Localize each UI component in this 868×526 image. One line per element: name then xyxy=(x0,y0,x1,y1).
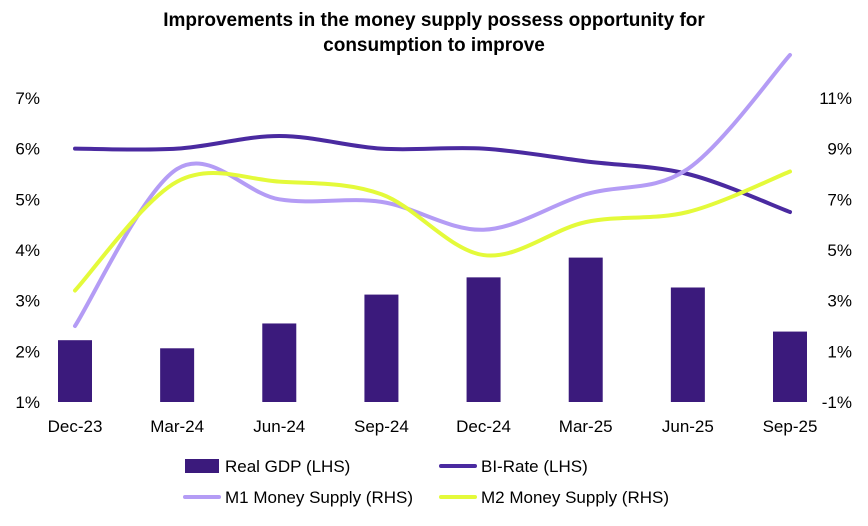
left-tick-label: 3% xyxy=(15,292,40,311)
chart-title-line-2: consumption to improve xyxy=(323,35,545,56)
x-axis: Dec-23 Mar-24 Jun-24 Sep-24 Dec-24 Mar-25 Jun-… xyxy=(48,417,818,436)
line-m1-money-supply-rhs xyxy=(73,52,792,328)
right-tick-label: 9% xyxy=(827,140,852,159)
x-tick-label: Dec-23 xyxy=(48,417,103,436)
bar-jun-24 xyxy=(262,323,297,402)
right-axis: -1% 1% 3% 5% 7% 9% 11% xyxy=(819,89,852,412)
legend-label: BI-Rate (LHS) xyxy=(481,457,588,476)
legend: Real GDP (LHS) BI-Rate (LHS) M1 Money Supp… xyxy=(183,457,669,507)
x-tick-label: Jun-25 xyxy=(662,417,714,436)
legend-item-m1-money-supply-rhs: M1 Money Supply (RHS) xyxy=(183,488,413,507)
left-axis: 1% 2% 3% 4% 5% 6% 7% xyxy=(15,89,40,412)
right-tick-label: 11% xyxy=(819,89,852,108)
bar-mar-24 xyxy=(160,348,195,402)
left-tick-label: 7% xyxy=(15,89,40,108)
legend-swatch xyxy=(185,459,219,473)
bar-dec-24 xyxy=(466,277,501,402)
bars-group xyxy=(58,257,807,402)
x-tick-label: Sep-25 xyxy=(763,417,818,436)
right-tick-label: 3% xyxy=(827,292,852,311)
legend-label: M1 Money Supply (RHS) xyxy=(225,488,413,507)
bar-jun-25 xyxy=(670,287,705,402)
bar-dec-23 xyxy=(58,340,92,402)
legend-label: Real GDP (LHS) xyxy=(225,457,350,476)
chart-title-line-1: Improvements in the money supply possess… xyxy=(163,10,705,31)
bar-sep-24 xyxy=(364,294,399,402)
right-tick-label: 7% xyxy=(827,190,852,209)
bar-mar-25 xyxy=(568,257,603,402)
line-m2-money-supply-rhs xyxy=(73,169,792,293)
legend-item-bi-rate-lhs: BI-Rate (LHS) xyxy=(439,457,588,476)
left-tick-label: 4% xyxy=(15,241,40,260)
x-tick-label: Dec-24 xyxy=(456,417,511,436)
legend-item-real-gdp-lhs: Real GDP (LHS) xyxy=(185,457,350,476)
left-tick-label: 2% xyxy=(15,342,40,361)
right-tick-label: 5% xyxy=(827,241,852,260)
chart-title: Improvements in the money supply possess… xyxy=(0,8,868,58)
right-tick-label: -1% xyxy=(822,393,852,412)
lines-group xyxy=(73,52,792,328)
x-tick-label: Mar-25 xyxy=(559,417,613,436)
bar-sep-25 xyxy=(773,331,807,402)
x-tick-label: Jun-24 xyxy=(253,417,305,436)
left-tick-label: 5% xyxy=(15,190,40,209)
left-tick-label: 1% xyxy=(15,393,40,412)
legend-item-m2-money-supply-rhs: M2 Money Supply (RHS) xyxy=(439,488,669,507)
x-tick-label: Mar-24 xyxy=(150,417,204,436)
legend-label: M2 Money Supply (RHS) xyxy=(481,488,669,507)
left-tick-label: 6% xyxy=(15,140,40,159)
x-tick-label: Sep-24 xyxy=(354,417,409,436)
line-bi-rate-lhs xyxy=(73,134,792,214)
right-tick-label: 1% xyxy=(827,342,852,361)
